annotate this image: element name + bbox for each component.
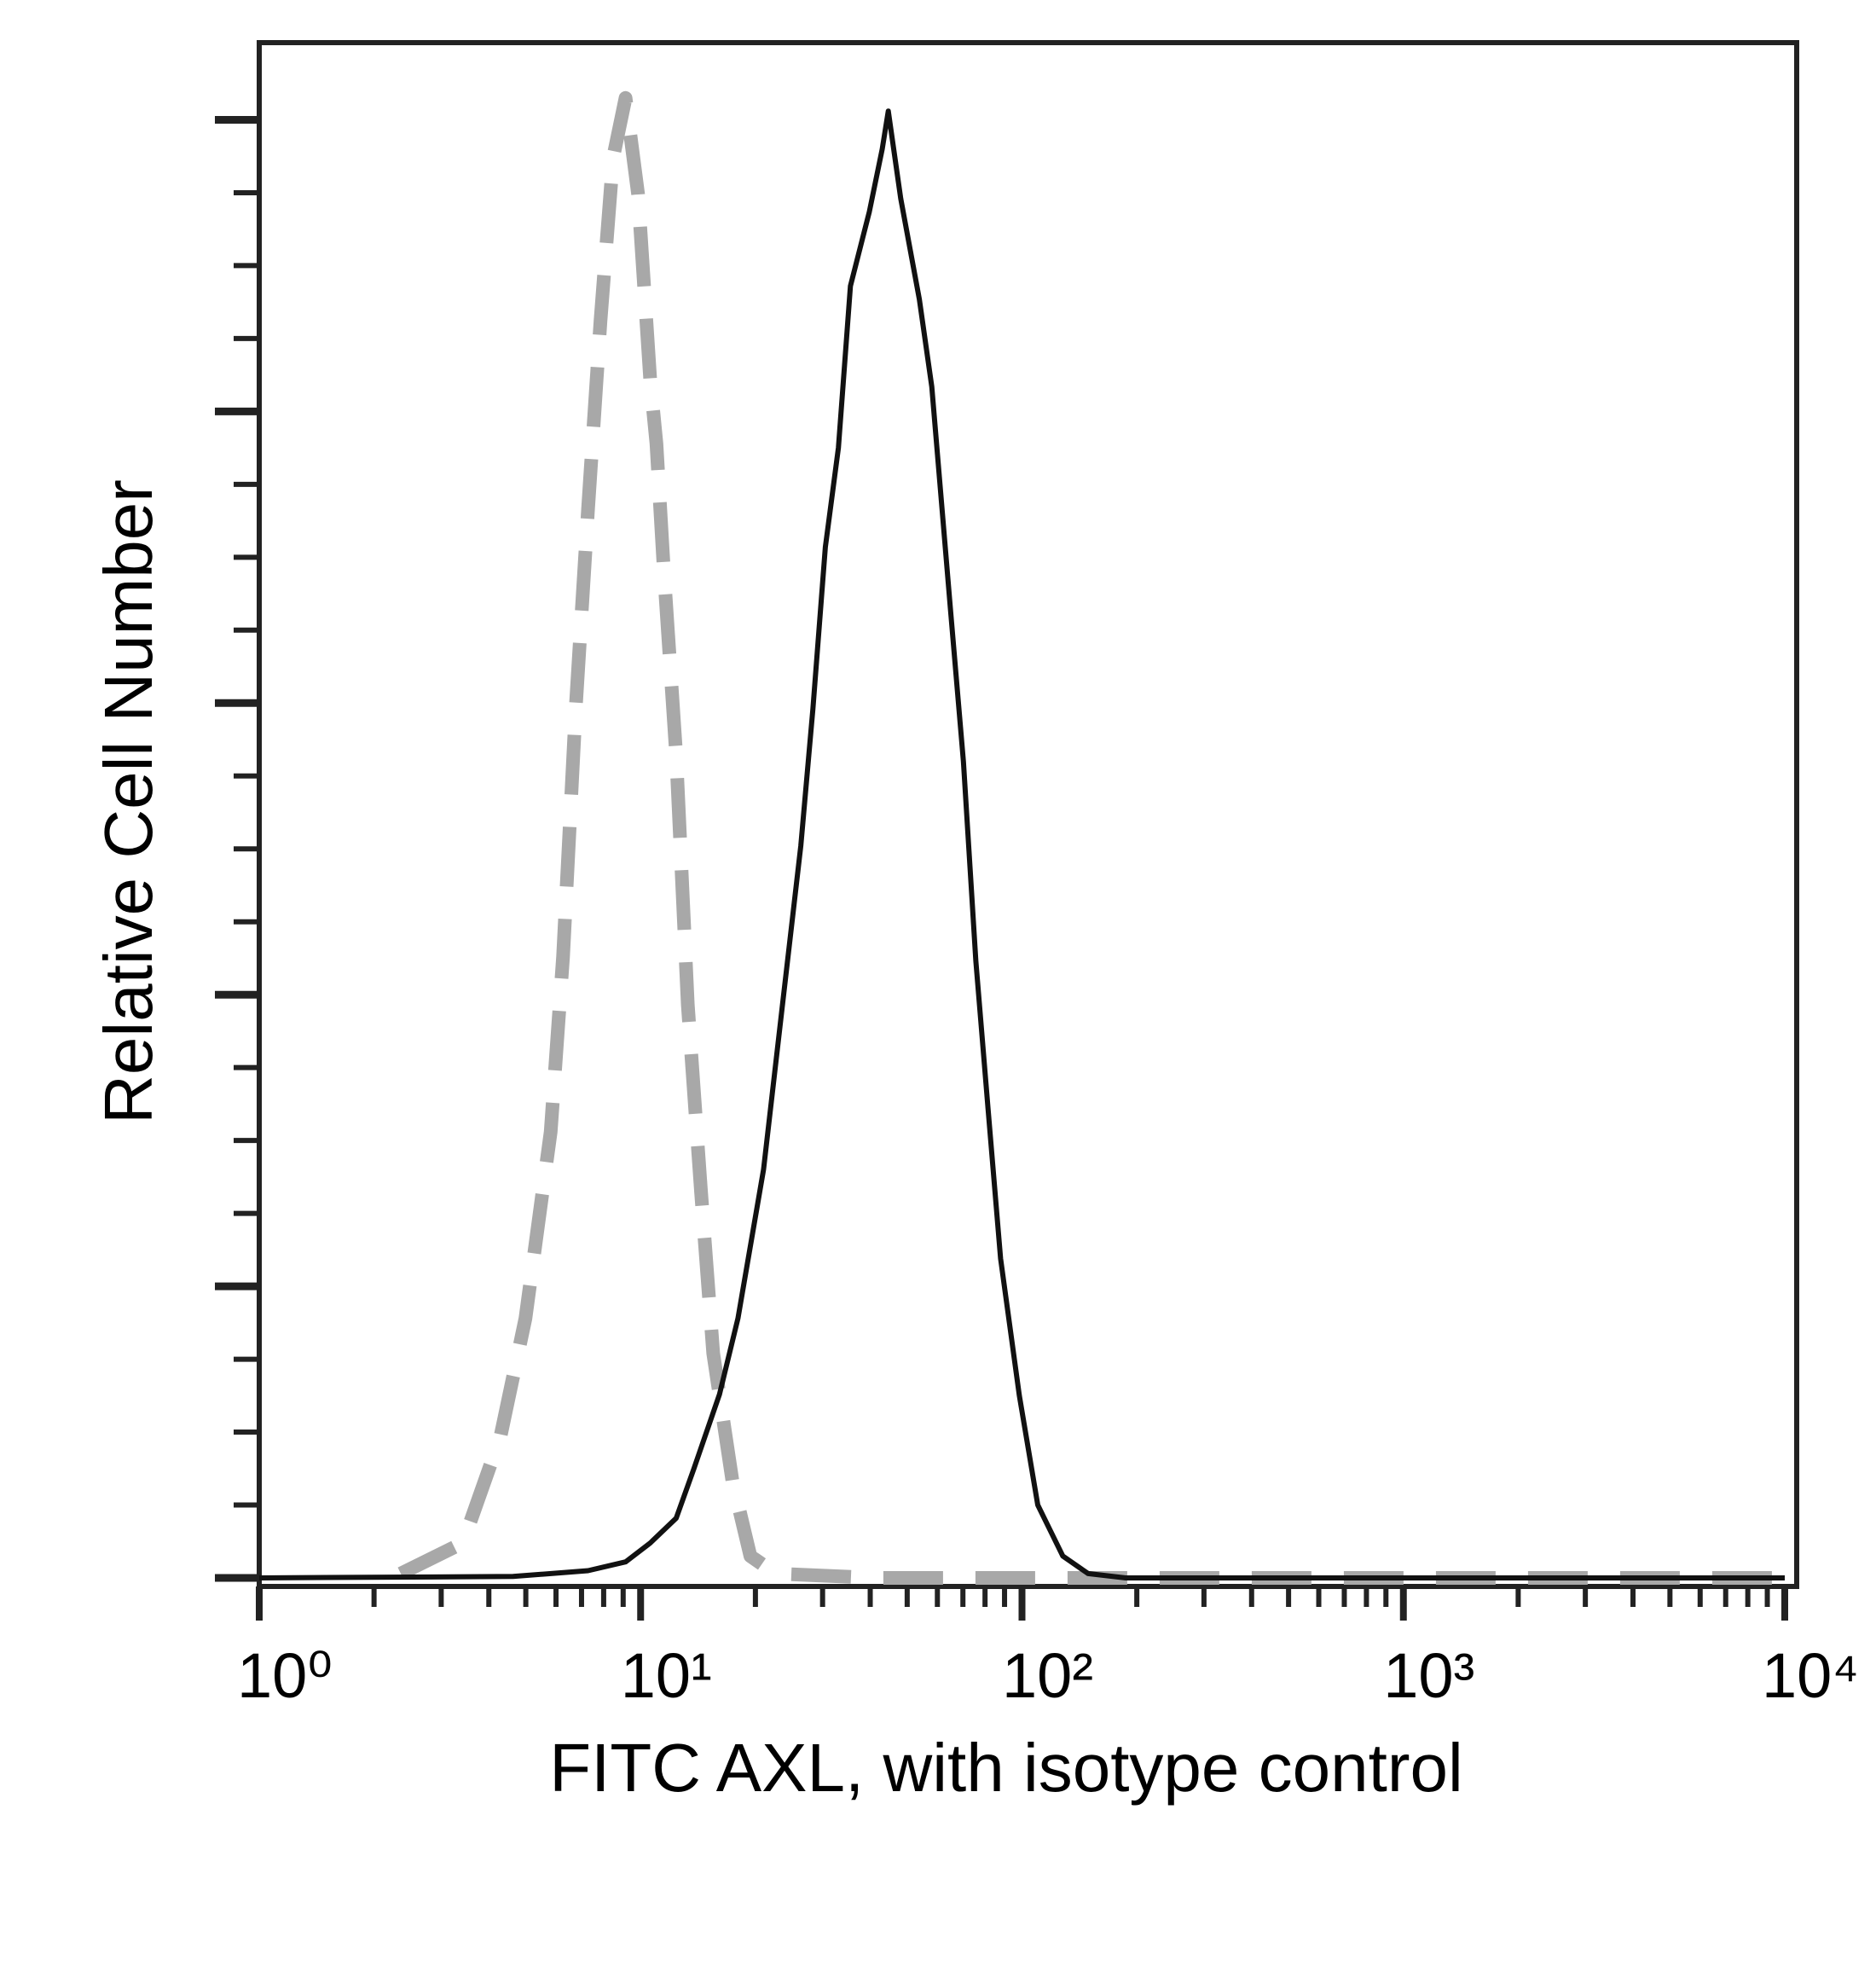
x-tick-label: 10²: [1002, 1640, 1093, 1711]
x-tick-label: 10⁴: [1762, 1640, 1859, 1711]
x-tick-label: 10¹: [621, 1640, 712, 1711]
x-tick-label: 10⁰: [237, 1640, 333, 1711]
x-tick-label: 10³: [1383, 1640, 1474, 1711]
x-axis-title: FITC AXL, with isotype control: [549, 1730, 1463, 1806]
isotype-curve: [397, 90, 1785, 1585]
plot-frame: [257, 40, 1799, 1589]
sample-curve: [258, 108, 1785, 1580]
y-axis-title: Relative Cell Number: [90, 479, 166, 1124]
